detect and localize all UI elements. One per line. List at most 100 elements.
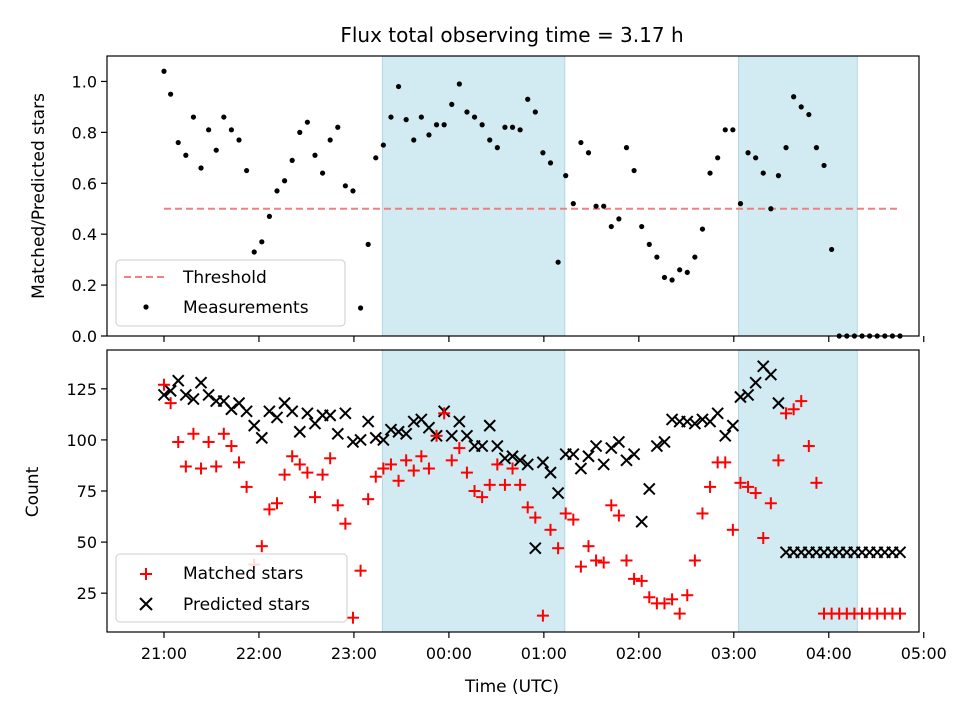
measurement-point: [342, 183, 348, 189]
predicted-star-marker: [270, 411, 284, 424]
measurement-point: [608, 223, 614, 230]
predicted-star-marker: [749, 376, 762, 389]
matched-star-marker: [460, 466, 473, 479]
measurement-point: [821, 162, 827, 169]
matched-star-marker: [301, 466, 314, 479]
ratio-y-ticks: 0.0 0.2 0.4 0.6 0.8 1.0: [72, 72, 107, 346]
x-tick-label: 03:00: [711, 644, 757, 663]
measurement-point: [403, 117, 409, 123]
predicted-star-marker: [483, 419, 496, 432]
count-legend-box: [115, 553, 348, 623]
measurement-point: [304, 119, 310, 125]
matched-star-marker: [195, 462, 208, 475]
matched-star-marker: [233, 456, 246, 469]
y-tick-label: 25: [77, 584, 97, 603]
measurement-point: [783, 145, 789, 151]
y-tick-label: 0.6: [72, 174, 97, 193]
count-panel: 25 50 75 100 125 21:00 22:00 23:00 00:00 01:00 02…: [23, 349, 947, 697]
matched-star-marker: [483, 478, 496, 491]
matched-star-marker: [597, 556, 610, 569]
matched-star-marker: [802, 440, 815, 453]
predicted-star-marker: [688, 417, 702, 430]
y-tick-label: 75: [77, 482, 97, 501]
y-tick-label: 1.0: [72, 72, 97, 91]
measurement-point: [707, 170, 713, 176]
predicted-star-marker: [323, 409, 337, 422]
ratio-shaded-intervals: [381, 56, 858, 336]
predicted-star-marker: [734, 390, 747, 404]
x-tick-label: 01:00: [521, 644, 567, 663]
predicted-star-marker: [650, 439, 664, 453]
y-tick-label: 125: [66, 380, 97, 399]
count-y-axis-label: Count: [23, 466, 43, 517]
measurement-points: [161, 68, 903, 339]
matched-star-marker: [324, 452, 337, 465]
matched-star-marker: [453, 442, 466, 455]
shaded-interval-1: [382, 56, 565, 336]
predicted-star-marker: [392, 425, 405, 438]
predicted-star-marker: [605, 441, 618, 455]
matched-star-marker: [757, 532, 770, 544]
matched-star-marker: [354, 564, 367, 577]
measurement-point: [259, 239, 265, 245]
measurement-point: [319, 170, 326, 176]
matched-star-marker: [187, 427, 200, 440]
measurement-point: [806, 111, 812, 118]
matched-star-marker: [795, 395, 808, 408]
count-x-ticks: 21:00 22:00 23:00 00:00 01:00 02:00 03:00 04:00…: [141, 632, 947, 663]
measurement-point: [570, 201, 576, 207]
predicted-star-marker: [164, 384, 177, 398]
matched-star-marker: [529, 511, 542, 524]
measurement-point: [509, 124, 516, 130]
predicted-star-marker: [179, 388, 193, 402]
predicted-star-marker: [157, 388, 171, 402]
matched-star-marker: [544, 523, 557, 536]
matched-star-marker: [491, 458, 504, 471]
matched-star-marker: [384, 458, 397, 471]
measurement-point: [730, 127, 736, 133]
measurement-point: [654, 254, 660, 260]
x-tick-label: 21:00: [141, 644, 187, 663]
x-tick-label: 22:00: [236, 644, 282, 663]
measurement-point: [623, 145, 630, 151]
matched-star-marker: [605, 499, 618, 512]
legend-measurements-label: Measurements: [183, 298, 309, 318]
matched-star-marker: [749, 487, 762, 500]
matched-star-marker: [612, 509, 625, 522]
predicted-star-marker: [719, 429, 732, 443]
measurement-point: [631, 167, 637, 174]
predicted-star-marker: [331, 427, 344, 440]
matched-star-marker: [590, 554, 603, 567]
predicted-star-marker: [460, 429, 474, 443]
measurement-point: [297, 129, 303, 135]
matched-star-marker: [582, 540, 595, 553]
shaded-interval-2: [738, 56, 858, 336]
measurement-point: [350, 188, 356, 194]
ratio-panel: 0.0 0.2 0.4 0.6 0.8 1.0 Matched/Predicted sta…: [29, 55, 925, 346]
measurement-point: [244, 167, 250, 174]
measurement-point: [289, 157, 295, 163]
measurement-point: [646, 241, 652, 247]
legend-matched-swatch: [140, 568, 152, 580]
matched-star-marker: [658, 597, 671, 610]
measurement-point: [335, 124, 341, 130]
measurement-point: [494, 145, 500, 151]
legend-threshold-label: Threshold: [182, 268, 267, 288]
measurement-point: [327, 137, 333, 143]
predicted-star-marker: [574, 462, 588, 475]
predicted-star-marker: [551, 486, 565, 500]
predicted-star-marker: [301, 407, 314, 420]
measurement-point: [388, 114, 394, 120]
measurement-point: [168, 91, 174, 97]
predicted-star-marker: [665, 413, 679, 426]
measurement-point: [753, 155, 759, 161]
predicted-star-marker: [475, 439, 489, 453]
matched-star-marker: [780, 407, 793, 420]
matched-star-marker: [407, 464, 420, 477]
matched-star-marker: [506, 462, 519, 475]
predicted-star-marker: [377, 433, 390, 447]
measurement-point: [433, 122, 440, 128]
measurement-point: [357, 305, 364, 311]
measurement-point: [684, 269, 690, 275]
matched-star-marker: [293, 458, 306, 471]
